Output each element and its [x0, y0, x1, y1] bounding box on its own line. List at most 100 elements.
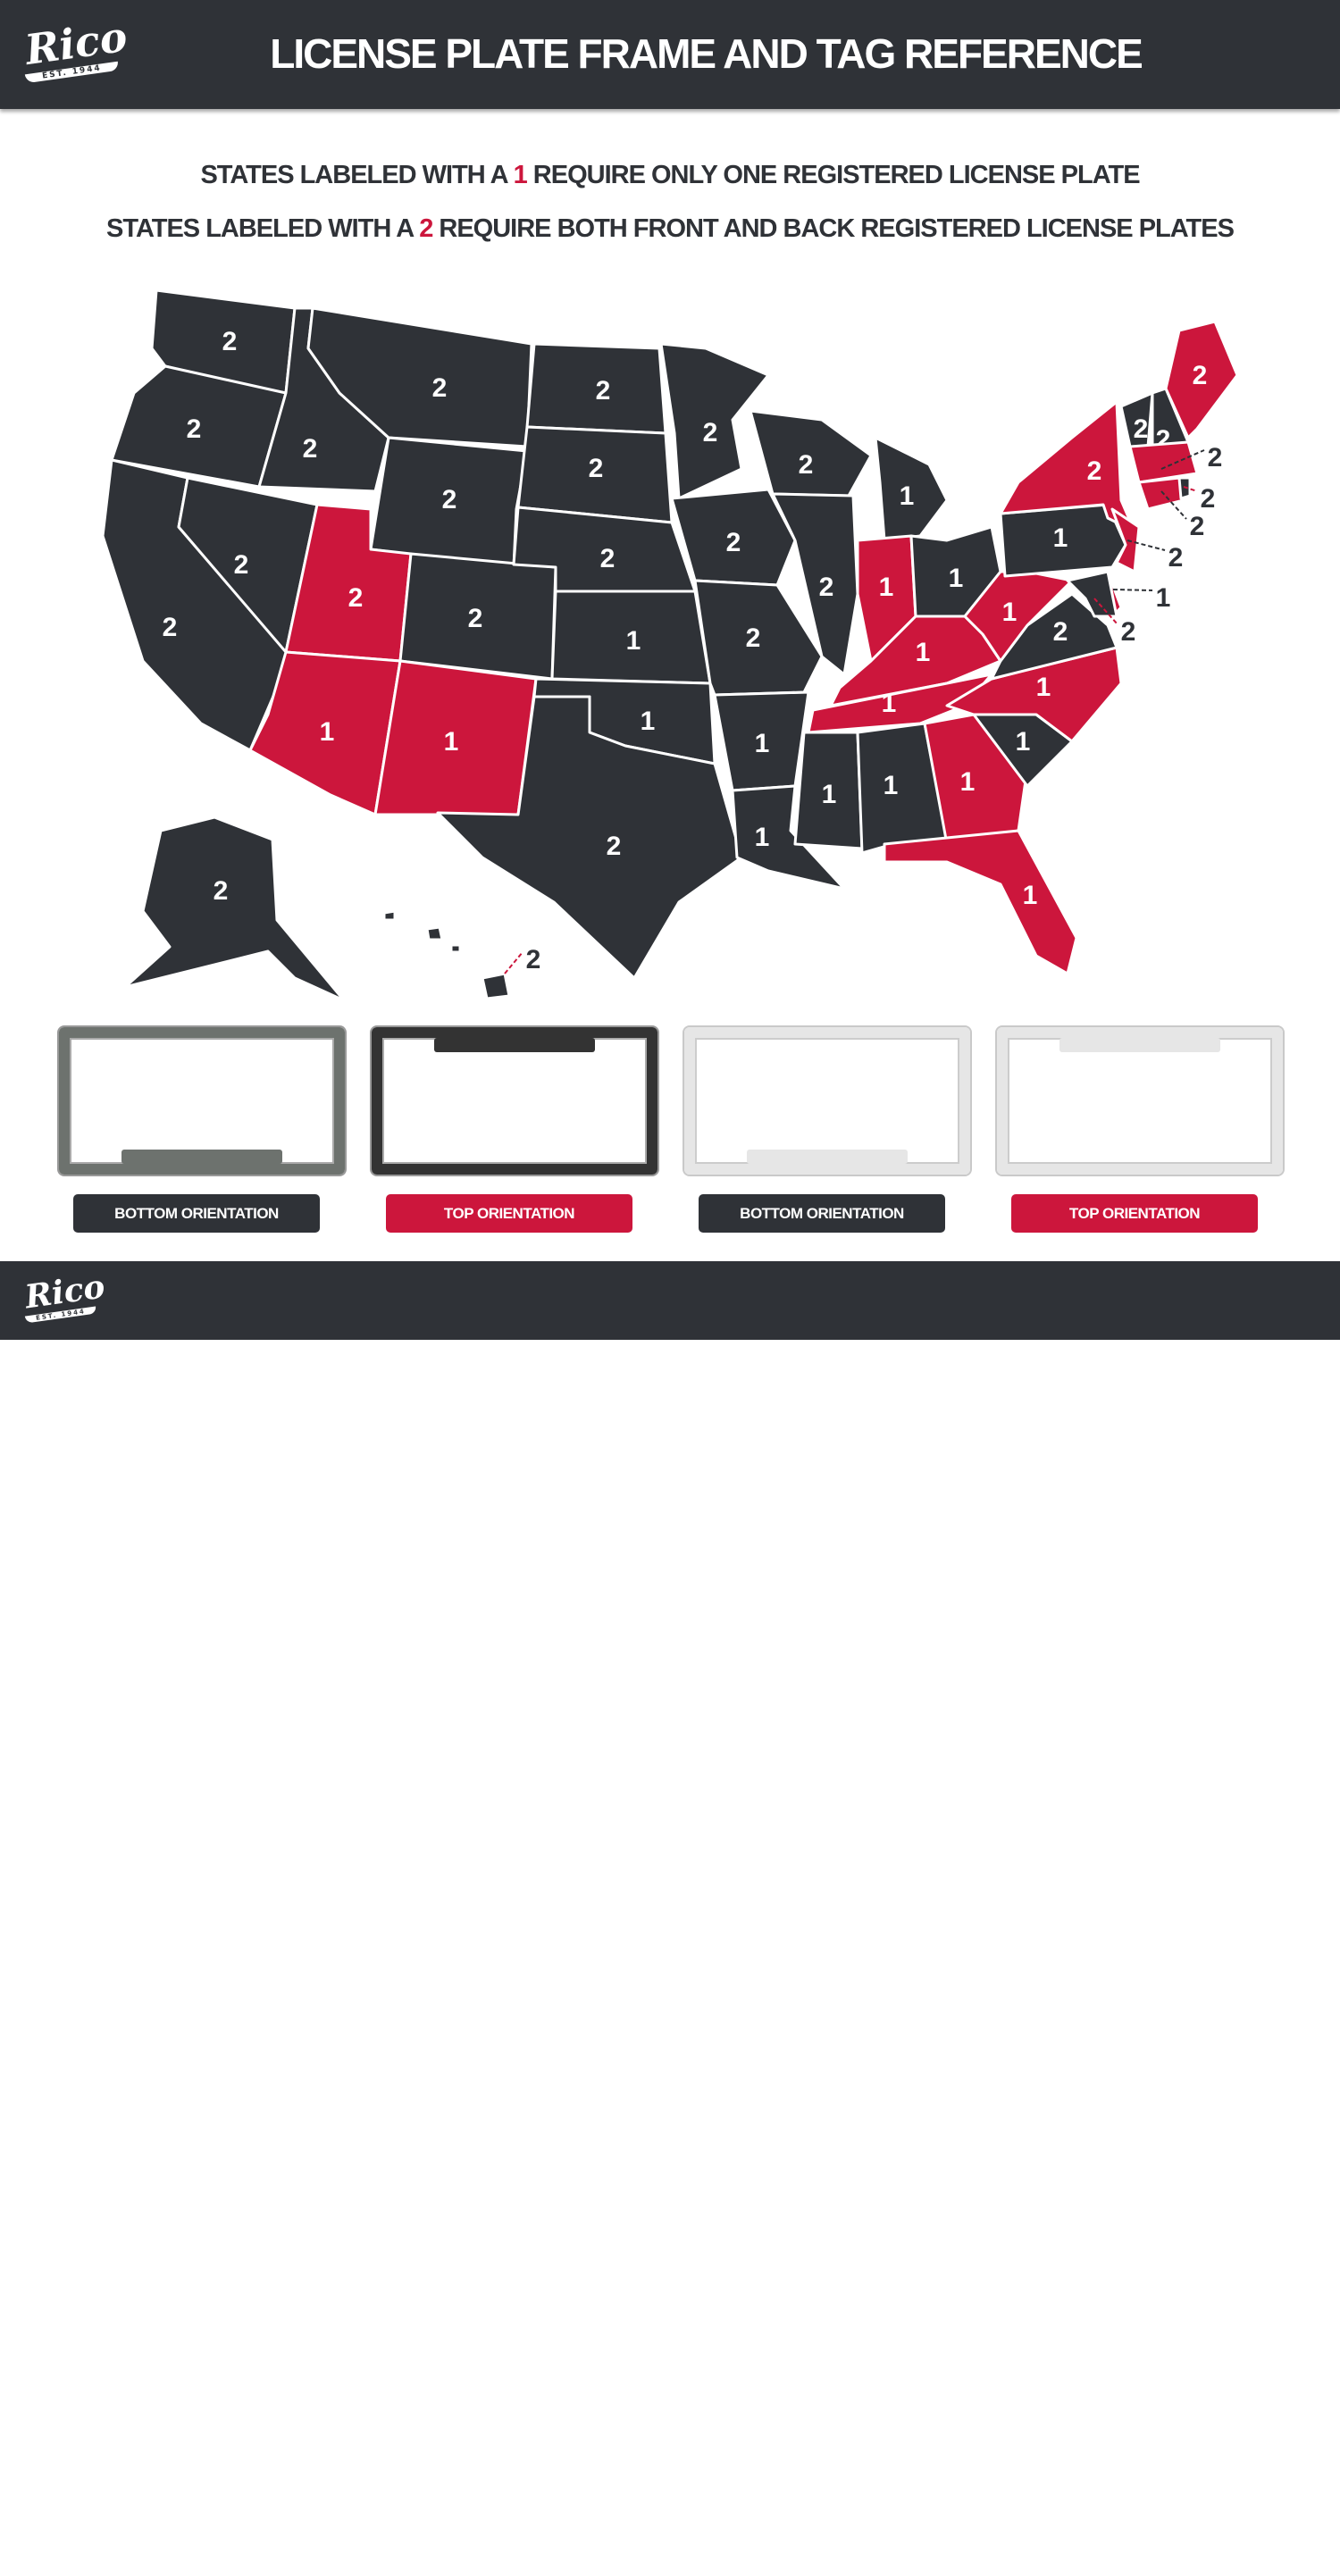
state-md: 2: [1066, 570, 1135, 647]
state-plate-count: 2: [222, 327, 238, 356]
state-me: 2: [1164, 320, 1239, 439]
state-la: 1: [731, 784, 846, 891]
state-or: 2: [110, 364, 288, 489]
legend-number-2: 2: [419, 214, 433, 243]
orientation-label: TOP ORIENTATION: [1011, 1194, 1258, 1233]
state-plate-count: 2: [703, 418, 718, 447]
state-plate-count: 1: [641, 707, 656, 736]
frame-border: [372, 1027, 657, 1175]
state-shape: [436, 695, 743, 980]
state-plate-count: 2: [1208, 443, 1223, 473]
state-shape: [449, 943, 462, 954]
state-shape: [771, 492, 859, 676]
state-plate-count: 2: [214, 876, 229, 906]
orientation-label: BOTTOM ORIENTATION: [699, 1194, 945, 1233]
state-mn: 2: [659, 342, 770, 500]
state-shape: [123, 815, 346, 1002]
license-plate-frame: [684, 1027, 970, 1175]
state-plate-count: 1: [1023, 881, 1038, 910]
state-plate-count: 1: [444, 727, 459, 757]
state-plate-count: 2: [468, 604, 483, 633]
frame-border: [59, 1027, 345, 1175]
state-co: 2: [398, 552, 557, 681]
state-plate-count: 1: [879, 573, 894, 602]
dmv-disclaimer: * BE SURE TO CONFIRM WITH YOUR LOCAL DMV…: [250, 2554, 1152, 2572]
state-shape: [731, 784, 846, 891]
state-tx: 2: [436, 695, 743, 980]
state-plate-count: 2: [1087, 456, 1102, 486]
state-plate-count: 2: [799, 450, 814, 480]
state-sd: 2: [516, 425, 674, 524]
state-plate-count: 2: [303, 434, 318, 464]
state-ks: 1: [550, 590, 712, 685]
state-plate-count: 1: [1016, 727, 1031, 757]
tag-slot: [121, 1150, 282, 1164]
frame-border: [684, 1027, 970, 1175]
leader-line: [1093, 598, 1118, 625]
state-fl: 1: [883, 829, 1078, 975]
state-plate-count: 1: [900, 481, 915, 511]
state-plate-count: 2: [819, 573, 834, 602]
state-plate-count: 2: [163, 613, 178, 642]
state-plate-count: 1: [755, 729, 770, 758]
state-plate-count: 2: [726, 528, 741, 557]
state-shape: [963, 570, 1074, 663]
state-shape: [1164, 320, 1239, 439]
tag-slot: [747, 1150, 908, 1164]
state-plate-count: 1: [1036, 673, 1051, 702]
state-plate-count: 1: [960, 767, 976, 797]
state-plate-count: 1: [949, 564, 964, 593]
state-shape: [883, 829, 1078, 975]
state-plate-count: 2: [234, 550, 249, 580]
state-ms: 1: [793, 731, 864, 850]
state-plate-count: 1: [916, 638, 931, 667]
state-plate-count: 2: [348, 583, 364, 613]
page-title: LICENSE PLATE FRAME AND TAG REFERENCE: [270, 30, 1143, 77]
state-ri: 2: [1177, 476, 1216, 514]
state-nd: 2: [525, 342, 667, 435]
state-plate-count: 1: [884, 771, 899, 800]
leader-line: [504, 951, 523, 974]
state-wv: 1: [963, 570, 1074, 663]
state-plate-count: 2: [1190, 512, 1205, 541]
orientation-label: TOP ORIENTATION: [386, 1194, 632, 1233]
license-plate-frame: [372, 1027, 657, 1175]
state-mi: 1: [874, 436, 949, 542]
frame-border: [997, 1027, 1283, 1175]
state-shape: [749, 409, 873, 498]
leader-line: [1160, 490, 1187, 520]
license-plate-frame: [997, 1027, 1283, 1175]
tag-slot: [1059, 1038, 1220, 1052]
state-plate-count: 2: [607, 832, 622, 861]
legend-line-1: STATES LABELED WITH A 1 REQUIRE ONLY ONE…: [200, 161, 1140, 189]
state-shape: [382, 909, 397, 922]
state-plate-count: 2: [596, 376, 611, 406]
state-shape: [659, 342, 770, 500]
state-vt: 2: [1119, 391, 1154, 448]
state-hi: 2: [382, 909, 541, 1000]
state-shape: [1177, 476, 1192, 500]
state-plate-count: 2: [1201, 484, 1216, 514]
state-wi: 2: [749, 409, 873, 498]
leader-line: [1183, 486, 1198, 492]
legend-number-1: 1: [513, 161, 528, 189]
state-ak: 2: [123, 815, 346, 1002]
state-plate-count: 1: [1053, 523, 1068, 553]
state-ar: 1: [713, 690, 810, 792]
state-nm: 1: [373, 659, 538, 816]
state-plate-count: 2: [1053, 617, 1068, 647]
state-ma: 2: [1128, 440, 1223, 484]
state-plate-count: 1: [320, 717, 335, 747]
state-shape: [481, 972, 511, 1000]
state-plate-count: 2: [589, 454, 604, 483]
state-shape: [1110, 507, 1141, 573]
state-plate-count: 2: [526, 945, 541, 974]
state-plate-count: 2: [187, 414, 202, 444]
header: Rico EST. 1944 LICENSE PLATE FRAME AND T…: [0, 0, 1340, 109]
state-plate-count: 2: [442, 485, 457, 514]
state-plate-count: 1: [882, 689, 897, 718]
state-shape: [425, 925, 444, 941]
state-plate-count: 2: [746, 623, 761, 653]
state-ia: 2: [670, 488, 797, 587]
